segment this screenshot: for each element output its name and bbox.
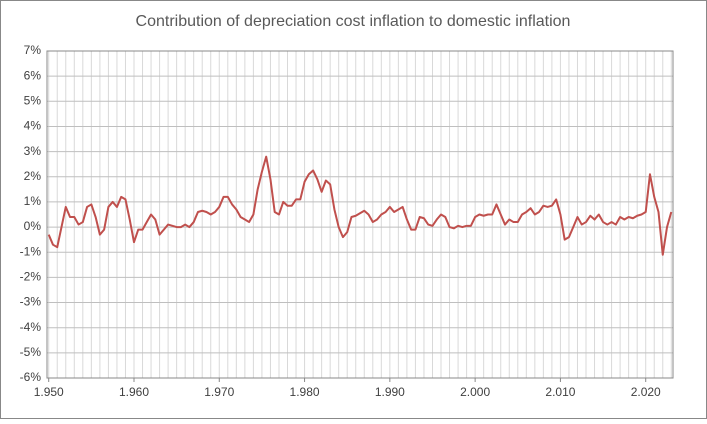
y-tick-label: -4%: [20, 320, 42, 334]
y-tick-label: 4%: [24, 119, 42, 133]
y-tick-label: -2%: [20, 270, 42, 284]
y-tick-label: 5%: [24, 93, 42, 107]
x-tick-label: 1.970: [204, 385, 234, 399]
data-line: [47, 155, 673, 256]
y-tick-label: -5%: [20, 345, 42, 359]
y-tick-label: -6%: [20, 370, 42, 384]
x-tick-label: 2.020: [631, 385, 661, 399]
plot-area: [46, 50, 674, 379]
x-tick-label: 1.960: [119, 385, 149, 399]
x-tick-label: 1.990: [375, 385, 405, 399]
x-tick-label: 1.950: [34, 385, 64, 399]
y-tick-label: 2%: [24, 169, 42, 183]
y-tick-label: 0%: [24, 219, 42, 233]
x-tick-label: 2.000: [460, 385, 490, 399]
y-tick-label: 3%: [24, 144, 42, 158]
x-tick-label: 1.980: [290, 385, 320, 399]
x-tick-label: 2.010: [545, 385, 575, 399]
y-tick-label: -1%: [20, 244, 42, 258]
y-tick-label: 7%: [24, 43, 42, 57]
y-tick-label: -3%: [20, 295, 42, 309]
y-tick-label: 6%: [24, 68, 42, 82]
chart-title: Contribution of depreciation cost inflat…: [136, 13, 571, 30]
y-tick-label: 1%: [24, 194, 42, 208]
